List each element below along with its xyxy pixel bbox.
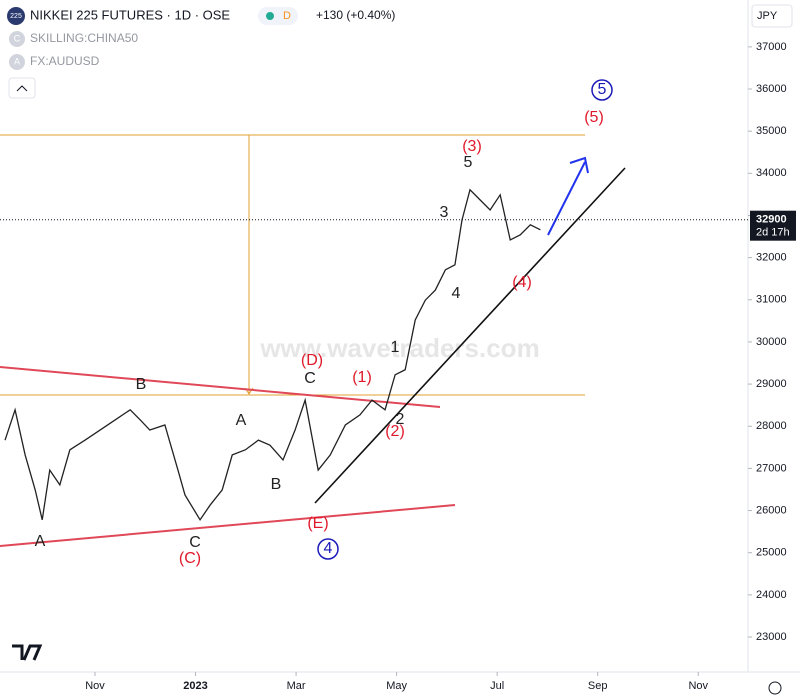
x-tick-label: Nov	[688, 680, 708, 692]
y-tick-label: 24000	[756, 589, 787, 601]
compare-icon	[9, 54, 25, 70]
wave-label: A	[236, 412, 247, 429]
status-dot	[266, 12, 274, 20]
wave-label: 3	[440, 204, 449, 221]
tv-logo	[12, 644, 43, 661]
wave-label: C	[189, 534, 201, 551]
currency-button[interactable]	[751, 4, 793, 28]
wave-label: (E)	[307, 515, 328, 532]
y-tick-label: 23000	[756, 631, 787, 643]
wave-label: C	[304, 370, 316, 387]
trend-line	[0, 366, 441, 408]
last-price-tag	[750, 210, 796, 241]
y-tick-label: 25000	[756, 547, 787, 559]
compare-symbol[interactable]: FX:AUDUSD	[30, 54, 100, 68]
wave-label: B	[136, 376, 147, 393]
currency[interactable]: JPY	[757, 10, 778, 22]
projection-arrow	[547, 161, 586, 236]
status-badge	[258, 7, 298, 25]
wave-label: 2	[396, 411, 405, 428]
y-tick-label: 37000	[756, 41, 787, 53]
wave-label: (3)	[462, 138, 482, 155]
symbol-logo	[7, 7, 25, 25]
trend-line	[314, 167, 626, 504]
wave-label: (2)	[385, 423, 405, 440]
y-tick-label: 28000	[756, 420, 787, 432]
wave-label: 4	[452, 285, 461, 302]
x-tick-label: May	[386, 680, 407, 692]
wave-circle	[317, 538, 339, 560]
x-tick-label: 2023	[183, 680, 207, 692]
compare-icon-text: C	[14, 33, 21, 43]
trend-line	[0, 504, 456, 547]
y-tick-label: 32000	[756, 252, 787, 264]
wave-label: (4)	[512, 274, 532, 291]
change: +130 (+0.40%)	[316, 8, 395, 22]
countdown: 2d 17h	[756, 227, 790, 239]
y-tick-label: 27000	[756, 462, 787, 474]
badge: D	[283, 10, 291, 22]
y-tick-label: 29000	[756, 378, 787, 390]
wave-label: (D)	[301, 352, 323, 369]
wave-label: 4	[324, 540, 333, 557]
watermark: www.wavetraders.com	[259, 333, 539, 363]
wave-label: B	[271, 476, 282, 493]
price-line	[4, 188, 541, 522]
x-tick-label: Mar	[287, 680, 306, 692]
wave-label: (5)	[584, 109, 604, 126]
compare-icon-text: A	[14, 56, 20, 66]
compare-symbol[interactable]: SKILLING:CHINA50	[30, 31, 138, 45]
wave-label: (C)	[179, 550, 201, 567]
y-tick-label: 30000	[756, 336, 787, 348]
collapse-button[interactable]	[8, 77, 36, 99]
collapse-icon	[16, 85, 28, 92]
arrow-head	[569, 156, 589, 174]
y-tick-label: 35000	[756, 125, 787, 137]
x-tick-label: Nov	[85, 680, 105, 692]
x-tick-label: Jul	[490, 680, 504, 692]
y-tick-label: 26000	[756, 504, 787, 516]
settings-icon[interactable]	[768, 681, 782, 695]
y-tick-label: 36000	[756, 83, 787, 95]
wave-label: 1	[391, 339, 400, 356]
logo-text: 225	[10, 13, 22, 20]
x-tick-label: Sep	[588, 680, 608, 692]
symbol-title: NIKKEI 225 FUTURES · 1D · OSE	[30, 7, 230, 22]
wave-label: (1)	[352, 369, 372, 386]
y-tick-label: 31000	[756, 294, 787, 306]
y-tick-label: 34000	[756, 167, 787, 179]
compare-icon	[9, 31, 25, 47]
wave-label: 5	[464, 154, 473, 171]
last-price: 32900	[756, 214, 787, 226]
wave-circle	[591, 79, 613, 101]
wave-label: A	[35, 533, 46, 550]
wave-label: 5	[598, 81, 607, 98]
